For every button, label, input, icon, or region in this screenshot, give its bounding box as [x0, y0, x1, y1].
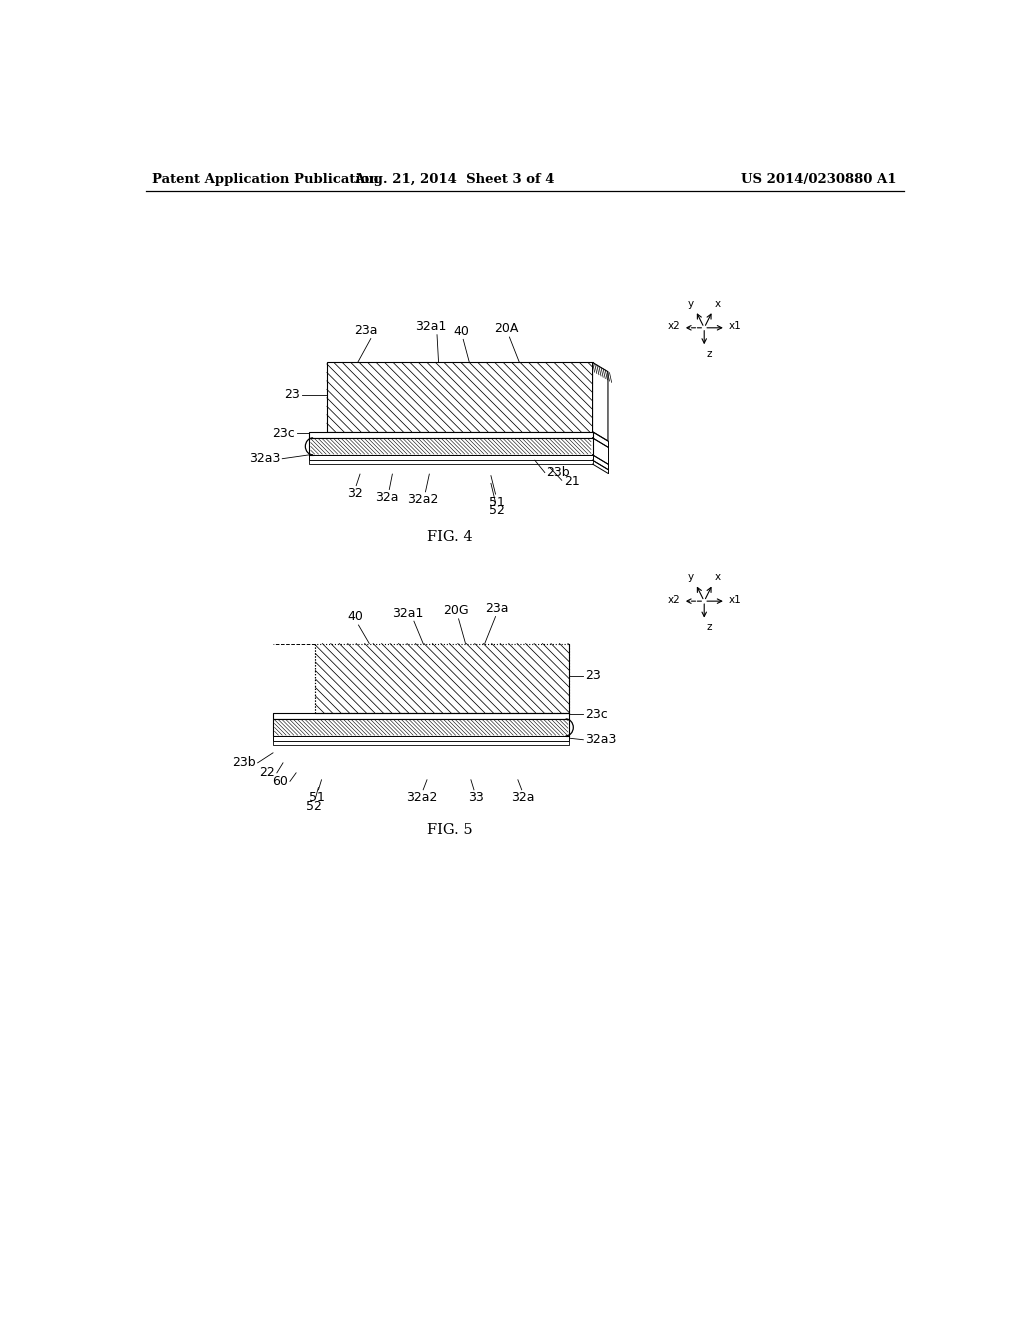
Bar — [309, 432, 593, 438]
Bar — [309, 461, 593, 465]
Bar — [273, 713, 569, 719]
Text: 51: 51 — [489, 496, 505, 508]
Text: 51: 51 — [309, 792, 325, 804]
Text: FIG. 5: FIG. 5 — [427, 822, 473, 837]
Text: 40: 40 — [347, 610, 364, 623]
Text: x1: x1 — [729, 594, 741, 605]
Bar — [309, 455, 593, 461]
Bar — [315, 644, 569, 713]
Text: 22: 22 — [259, 767, 275, 779]
Text: US 2014/0230880 A1: US 2014/0230880 A1 — [741, 173, 897, 186]
Text: 23c: 23c — [272, 426, 295, 440]
Text: x2: x2 — [668, 594, 680, 605]
Text: x: x — [715, 300, 721, 309]
Bar — [309, 438, 593, 455]
Text: x1: x1 — [729, 321, 741, 331]
Text: 32a: 32a — [512, 792, 535, 804]
Text: 32a3: 32a3 — [585, 733, 616, 746]
Text: 32a1: 32a1 — [415, 321, 446, 333]
Text: 52: 52 — [489, 504, 505, 517]
Text: 60: 60 — [272, 775, 289, 788]
Text: 23a: 23a — [485, 602, 509, 615]
Bar — [273, 719, 569, 737]
Text: 52: 52 — [306, 800, 322, 813]
Text: 23b: 23b — [547, 466, 570, 479]
Text: 40: 40 — [454, 325, 470, 338]
Text: 32: 32 — [347, 487, 364, 500]
Text: 21: 21 — [564, 474, 580, 487]
Polygon shape — [593, 363, 608, 441]
Bar — [327, 363, 593, 432]
Bar — [273, 737, 569, 742]
Bar — [273, 742, 569, 744]
Text: 32a2: 32a2 — [408, 494, 439, 507]
Text: 32a3: 32a3 — [249, 453, 281, 465]
Text: 20G: 20G — [442, 605, 468, 618]
Text: Aug. 21, 2014  Sheet 3 of 4: Aug. 21, 2014 Sheet 3 of 4 — [353, 173, 554, 186]
Text: 23b: 23b — [231, 756, 255, 770]
Text: y: y — [688, 300, 694, 309]
Text: 33: 33 — [468, 792, 483, 804]
Text: z: z — [707, 622, 712, 632]
Text: 23c: 23c — [585, 708, 607, 721]
Text: 32a2: 32a2 — [406, 792, 437, 804]
Text: x: x — [715, 573, 721, 582]
Text: 32a1: 32a1 — [392, 607, 424, 619]
Text: Patent Application Publication: Patent Application Publication — [153, 173, 379, 186]
Text: z: z — [707, 348, 712, 359]
Text: FIG. 4: FIG. 4 — [427, 531, 473, 544]
Text: x2: x2 — [668, 321, 680, 331]
Text: 23a: 23a — [353, 323, 377, 337]
Text: y: y — [688, 573, 694, 582]
Text: 20A: 20A — [495, 322, 518, 335]
Text: 32a: 32a — [375, 491, 398, 504]
Text: 23: 23 — [585, 669, 601, 682]
Text: 23: 23 — [285, 388, 300, 401]
